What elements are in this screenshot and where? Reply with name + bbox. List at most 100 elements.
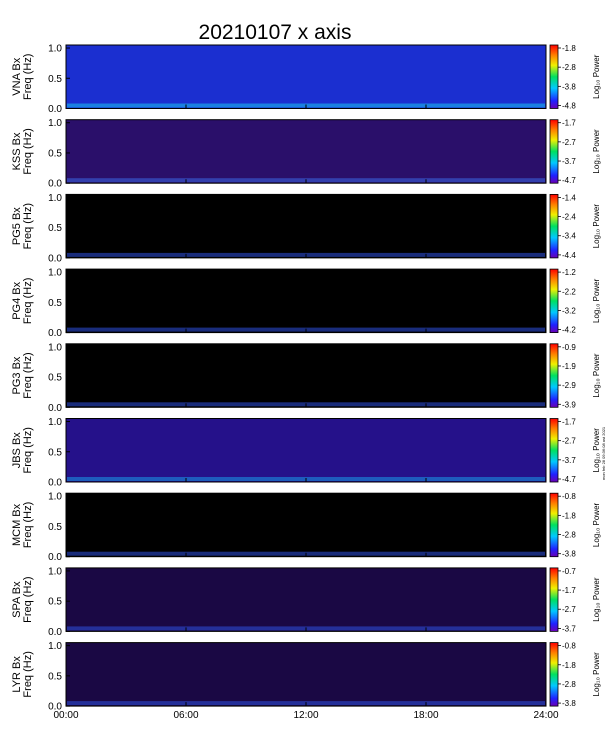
y-axis-label-freq: Freq (Hz) xyxy=(22,502,34,548)
colorbar-label: Log₁₀ Power xyxy=(592,502,601,547)
spectrogram-area xyxy=(65,418,547,483)
colorbar-tick-label: -1.4 xyxy=(562,193,576,202)
spectrogram-area xyxy=(65,492,547,558)
colorbar-tick-label: -4.8 xyxy=(562,102,576,111)
y-tick-label: 1.0 xyxy=(48,566,62,577)
colorbar-label: Log₁₀ Power xyxy=(592,353,601,398)
spectrogram-area xyxy=(65,268,547,334)
y-axis-label-freq: Freq (Hz) xyxy=(22,54,34,100)
colorbar xyxy=(549,119,559,184)
colorbar-tick-label: -3.4 xyxy=(562,232,576,241)
y-tick-label: 1.0 xyxy=(48,492,62,503)
panel-lyr: 0.0 0.5 1.0 LYR Bx Freq (Hz) -0.8 -1.8 -2.8 -3.8… xyxy=(11,641,601,712)
panel-kss: 0.0 0.5 1.0 KSS Bx Freq (Hz) -1.7 -2.7 -3.7 -4.7… xyxy=(11,118,601,189)
y-tick-label: 0.0 xyxy=(48,104,62,115)
spectrogram-area xyxy=(65,567,547,632)
y-tick-label: 0.0 xyxy=(48,253,62,264)
x-tick-label: 06:00 xyxy=(173,710,198,721)
y-axis-label-station: JBS Bx xyxy=(11,432,23,469)
y-tick-label: 1.0 xyxy=(48,342,62,353)
y-tick-label: 0.5 xyxy=(48,522,62,533)
colorbar-tick-label: -0.7 xyxy=(562,567,576,576)
spectrogram-area xyxy=(65,44,547,109)
colorbar-tick-label: -4.7 xyxy=(562,176,576,185)
colorbar-tick-label: -2.8 xyxy=(562,63,576,72)
y-tick-label: 0.0 xyxy=(48,478,62,489)
y-tick-label: 0.5 xyxy=(48,447,62,458)
colorbar-tick-label: -2.4 xyxy=(562,213,576,222)
colorbar xyxy=(549,418,559,483)
y-tick-label: 1.0 xyxy=(48,268,62,279)
colorbar-tick-label: -3.8 xyxy=(562,699,576,708)
y-axis-label-station: SPA Bx xyxy=(11,581,23,618)
colorbar-label: Log₁₀ Power xyxy=(592,129,601,174)
panel-jbs: 0.0 0.5 1.0 JBS Bx Freq (Hz) -1.7 -2.7 -3.7 -4.7… xyxy=(11,417,601,488)
panel-spa: 0.0 0.5 1.0 SPA Bx Freq (Hz) -0.7 -1.7 -2.7 -3.7… xyxy=(11,566,601,637)
colorbar-tick-label: -3.7 xyxy=(562,157,576,166)
y-axis-label-station: VNA Bx xyxy=(11,57,23,95)
y-tick-label: 0.0 xyxy=(48,702,62,713)
x-tick-label: 12:00 xyxy=(293,710,318,721)
y-tick-label: 0.0 xyxy=(48,179,62,190)
spectrogram-area xyxy=(65,343,547,408)
colorbar-label: Log₁₀ Power xyxy=(592,204,601,249)
colorbar-tick-label: -2.7 xyxy=(562,437,576,446)
y-tick-label: 1.0 xyxy=(48,44,62,55)
colorbar-label: Log₁₀ Power xyxy=(592,428,601,473)
colorbar-tick-label: -0.8 xyxy=(562,492,576,501)
colorbar-tick-label: -1.8 xyxy=(562,661,576,670)
colorbar-label: Log₁₀ Power xyxy=(592,278,601,323)
panel-vna: 0.0 0.5 1.0 VNA Bx Freq (Hz) -1.8 -2.8 -3.8 -4.8… xyxy=(11,44,601,115)
colorbar-tick-label: -1.7 xyxy=(562,586,576,595)
colorbar-label: Log₁₀ Power xyxy=(592,54,601,99)
colorbar xyxy=(549,642,559,707)
y-axis-label-freq: Freq (Hz) xyxy=(22,651,34,697)
colorbar xyxy=(549,343,559,408)
y-axis-label-freq: Freq (Hz) xyxy=(22,576,34,622)
y-axis-label-station: KSS Bx xyxy=(11,132,23,170)
x-tick-label: 24:00 xyxy=(533,710,558,721)
colorbar xyxy=(549,567,559,632)
colorbar-tick-label: -2.8 xyxy=(562,680,576,689)
y-tick-label: 1.0 xyxy=(48,417,62,428)
colorbar-tick-label: -1.7 xyxy=(562,418,576,427)
spectrogram-area xyxy=(65,119,547,184)
y-tick-label: 0.5 xyxy=(48,671,62,682)
x-tick-label: 00:00 xyxy=(53,710,78,721)
colorbar-tick-label: -2.9 xyxy=(562,381,576,390)
y-axis-label-station: PG4 Bx xyxy=(11,281,23,319)
colorbar-tick-label: -3.8 xyxy=(562,550,576,559)
colorbar-tick-label: -2.7 xyxy=(562,605,576,614)
colorbar-tick-label: -1.2 xyxy=(562,268,576,277)
y-tick-label: 0.0 xyxy=(48,328,62,339)
colorbar xyxy=(549,268,559,334)
panel-pg3: 0.0 0.5 1.0 PG3 Bx Freq (Hz) -0.9 -1.9 -2.9 -3.9… xyxy=(11,342,601,413)
colorbar-tick-label: -3.7 xyxy=(562,624,576,633)
y-tick-label: 1.0 xyxy=(48,641,62,652)
colorbar-tick-label: -1.8 xyxy=(562,511,576,520)
colorbar-tick-label: -4.2 xyxy=(562,326,576,335)
y-axis-label-station: PG3 Bx xyxy=(11,356,23,394)
y-axis-label-freq: Freq (Hz) xyxy=(22,352,34,398)
colorbar xyxy=(549,492,559,558)
y-tick-label: 0.0 xyxy=(48,403,62,414)
colorbar-tick-label: -4.7 xyxy=(562,475,576,484)
y-axis-label-freq: Freq (Hz) xyxy=(22,128,34,174)
colorbar-tick-label: -0.8 xyxy=(562,642,576,651)
panel-mcm: 0.0 0.5 1.0 MCM Bx Freq (Hz) -0.8 -1.8 -2.8 -3.8… xyxy=(11,492,601,563)
colorbar-tick-label: -1.9 xyxy=(562,362,576,371)
x-tick-label: 18:00 xyxy=(413,710,438,721)
colorbar xyxy=(549,44,559,109)
colorbar-tick-label: -3.7 xyxy=(562,456,576,465)
colorbar-tick-label: -1.7 xyxy=(562,119,576,128)
colorbar-tick-label: -2.7 xyxy=(562,138,576,147)
colorbar-label: Log₁₀ Power xyxy=(592,652,601,697)
y-tick-label: 1.0 xyxy=(48,118,62,129)
y-tick-label: 1.0 xyxy=(48,193,62,204)
colorbar-tick-label: -0.9 xyxy=(562,343,576,352)
y-axis-label-freq: Freq (Hz) xyxy=(22,203,34,249)
panel-pg4: 0.0 0.5 1.0 PG4 Bx Freq (Hz) -1.2 -2.2 -3.2 -4.2… xyxy=(11,268,601,339)
x-axis: 00:00 06:00 12:00 18:00 24:00 xyxy=(53,710,558,721)
